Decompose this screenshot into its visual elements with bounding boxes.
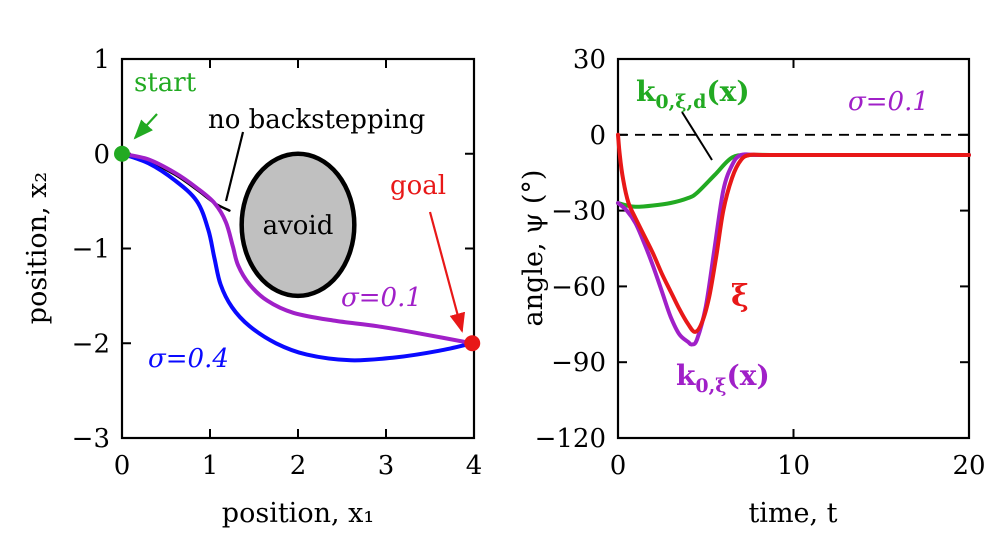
- obstacle-ellipse: [239, 151, 357, 299]
- right-series-k0-x-: [616, 152, 971, 347]
- right-y-axis-label: angle, ψ (°): [518, 170, 549, 327]
- no-backstepping-leader: [224, 131, 245, 202]
- no-backstepping-label: no backstepping: [208, 105, 425, 135]
- sigma-label: σ=0.1: [848, 87, 929, 117]
- left-y-axis-label: position, x₂: [22, 172, 53, 324]
- left-series--0-4: [120, 151, 475, 363]
- left-x-tick-label: 1: [202, 451, 219, 481]
- left-x-tick-label: 0: [114, 451, 131, 481]
- goal-point: [464, 335, 481, 352]
- left-y-tick-label: −1: [72, 235, 110, 265]
- left-x-tick-label: 4: [466, 451, 483, 481]
- goal-label: goal: [390, 171, 446, 201]
- trajectory-panel: 0 1 2 3 4 1 0 −1 −2 −3 avoid start goal no backst…: [22, 45, 482, 529]
- k-label: k0,ξ(x): [676, 359, 770, 397]
- left-x-tick-label: 2: [290, 451, 307, 481]
- right-y-tick-label: −60: [551, 272, 606, 302]
- obstacle-label: avoid: [263, 211, 334, 241]
- right-y-tick-label: −120: [535, 424, 606, 454]
- start-point: [114, 145, 130, 162]
- right-x-axis-label: time, t: [748, 498, 837, 529]
- kd-label: k0,ξ,d(x): [636, 75, 750, 113]
- right-y-tick-label: 0: [589, 121, 606, 151]
- goal-arrow: [428, 211, 466, 333]
- right-y-tick-label: 30: [573, 45, 606, 75]
- k-label-arg: (x): [727, 359, 770, 392]
- kd-leader: [681, 111, 713, 161]
- left-x-tick-label: 3: [378, 451, 395, 481]
- right-y-tick-label: −90: [551, 348, 606, 378]
- right-x-tick-label: 0: [610, 451, 627, 481]
- right-series-k0-d-x-: [616, 152, 971, 209]
- xi-label: ξ: [731, 279, 749, 314]
- start-label: start: [134, 68, 197, 98]
- left-y-tick-label: −3: [72, 424, 110, 454]
- left-series--0-1: [120, 151, 475, 346]
- left-y-tick-label: −2: [72, 329, 110, 359]
- kd-label-main: k: [636, 75, 656, 108]
- left-y-tick-label: 1: [93, 45, 110, 75]
- right-x-tick-label: 10: [777, 451, 810, 481]
- sigma-04-label: σ=0.4: [148, 344, 229, 374]
- left-y-tick-label: 0: [93, 140, 110, 170]
- left-x-axis-label: position, x₁: [222, 498, 374, 529]
- kd-label-arg: (x): [706, 75, 749, 108]
- sigma-01-label: σ=0.1: [341, 283, 422, 313]
- right-series--: [616, 132, 971, 334]
- kd-label-sub: 0,ξ,d: [655, 91, 706, 113]
- right-x-tick-label: 20: [952, 451, 985, 481]
- start-arrow: [133, 113, 158, 140]
- k-label-main: k: [676, 359, 696, 392]
- right-y-tick-label: −30: [551, 197, 606, 227]
- k-label-sub: 0,ξ: [695, 375, 726, 397]
